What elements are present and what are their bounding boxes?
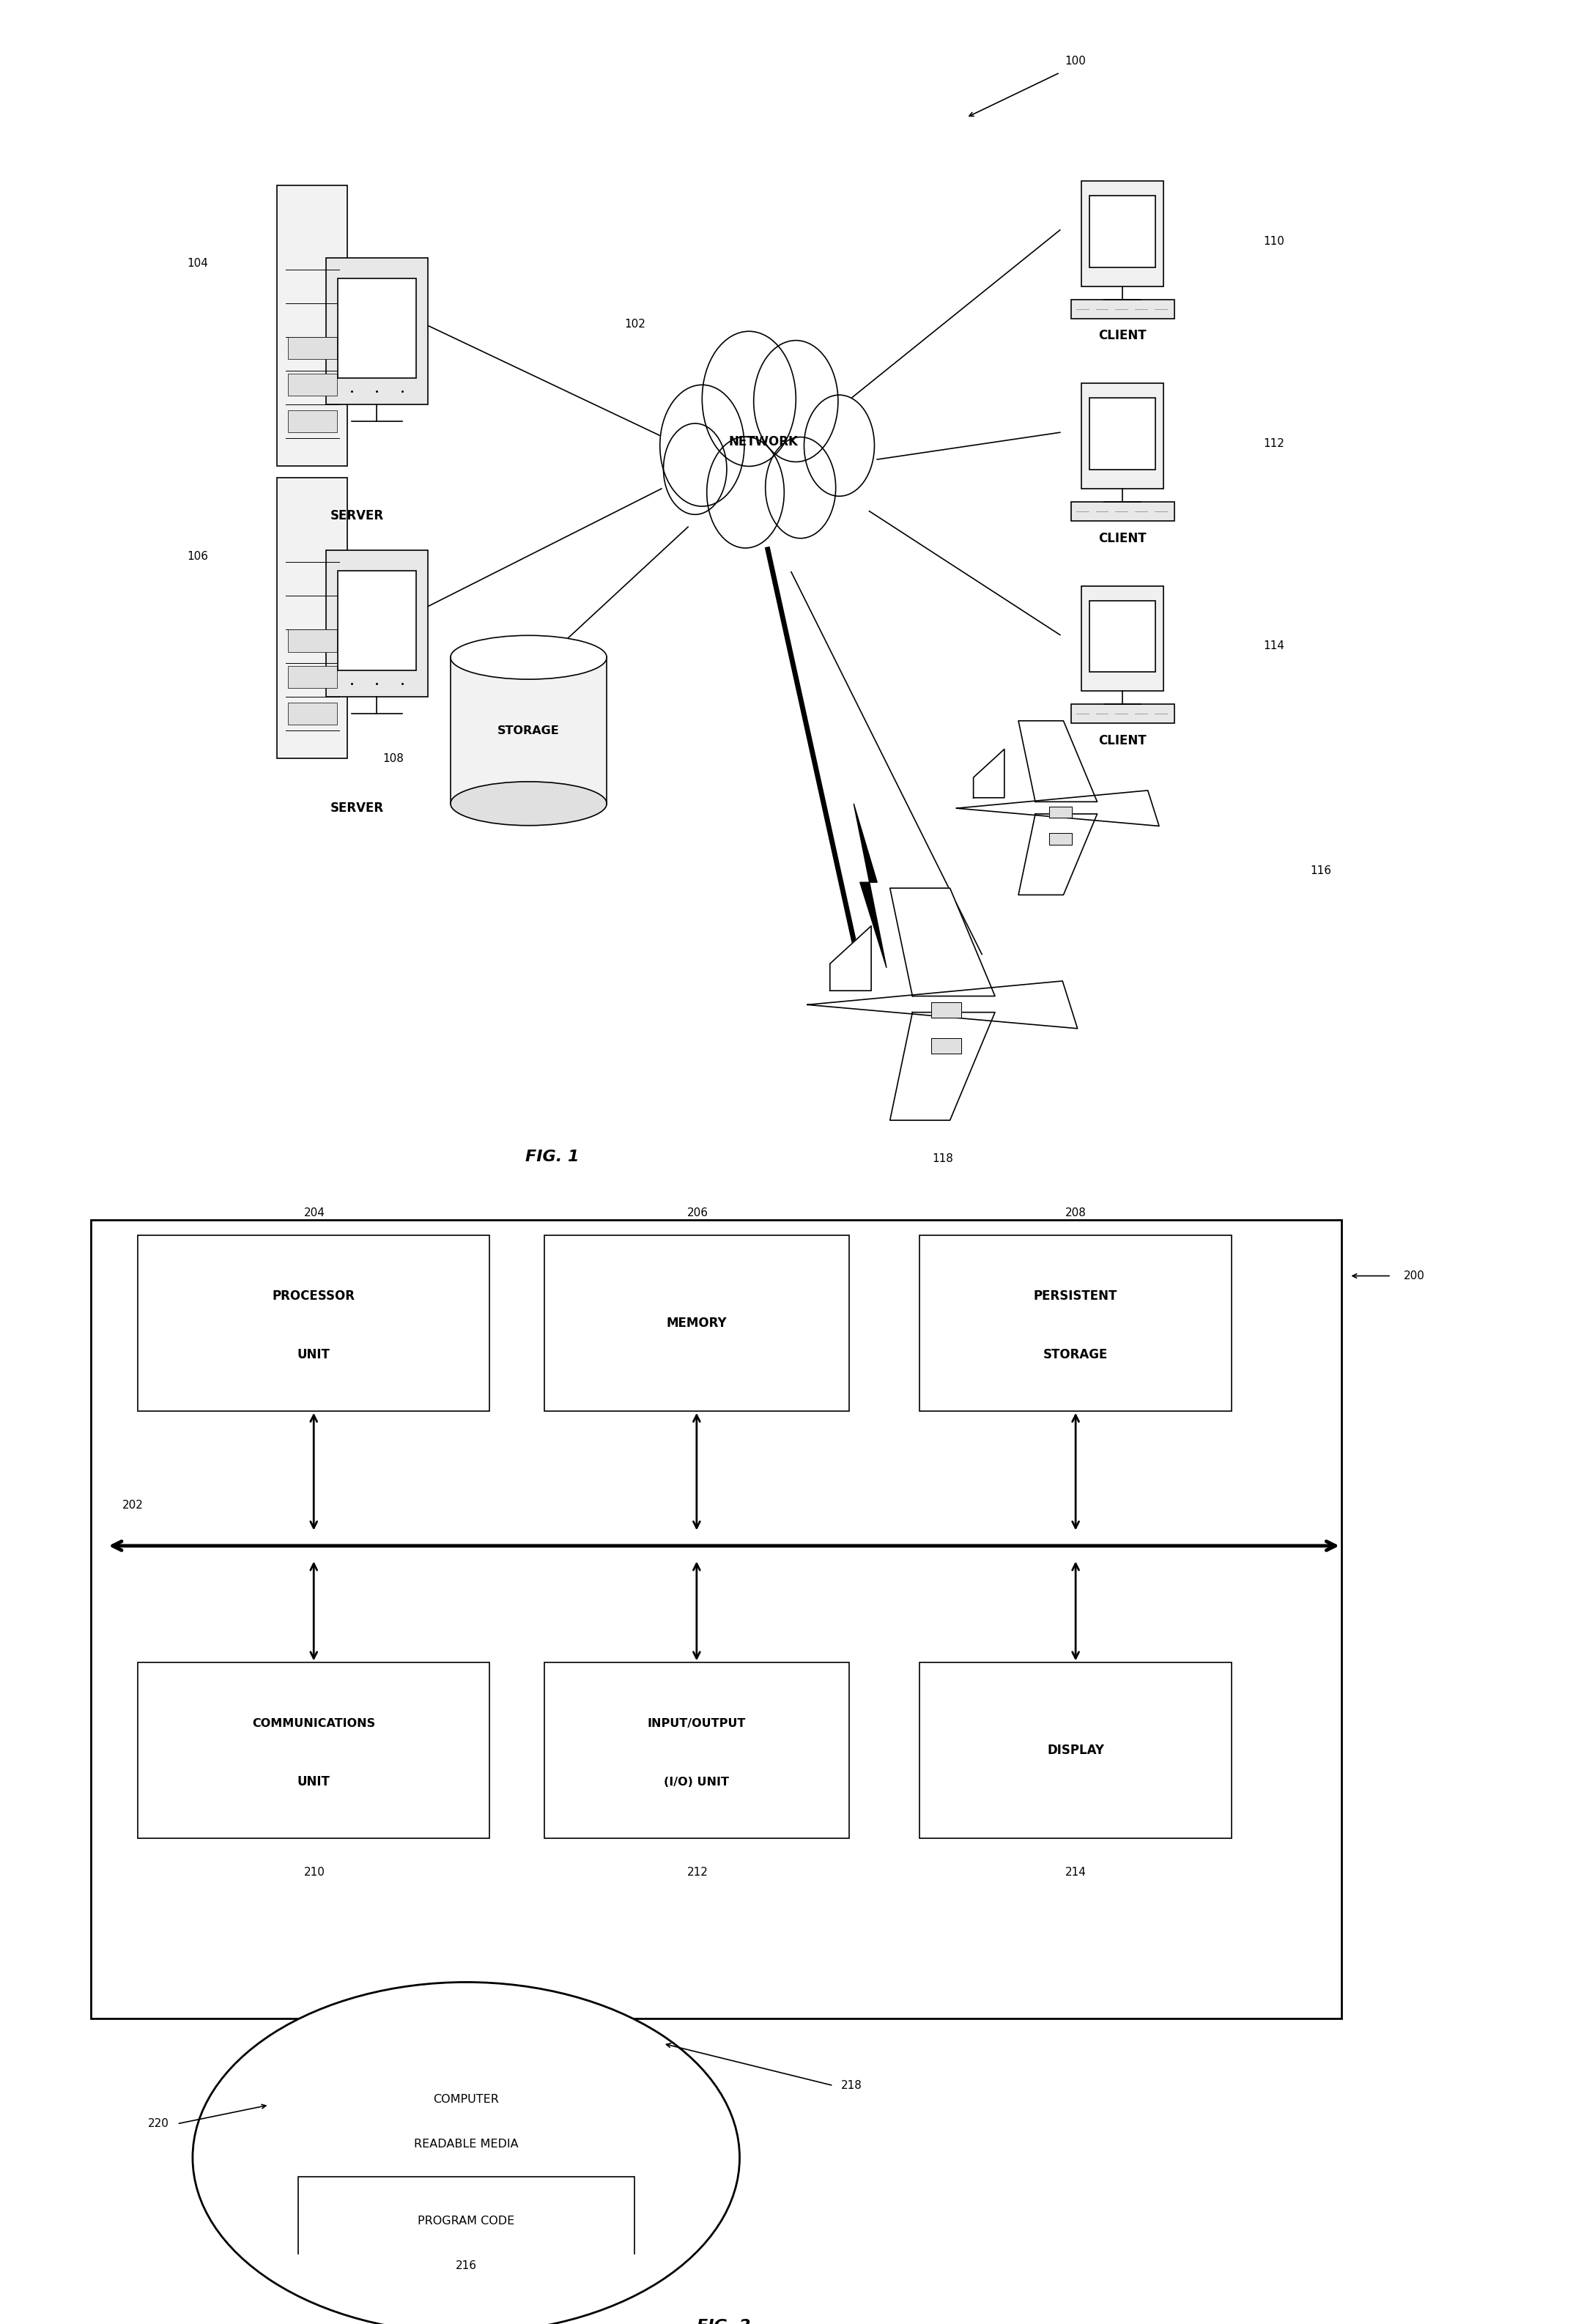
Text: 102: 102 [624,318,647,330]
Text: (I/O) UNIT: (I/O) UNIT [664,1776,730,1787]
Text: 200: 200 [1403,1271,1425,1281]
Text: SERVER: SERVER [330,509,384,523]
FancyBboxPatch shape [326,258,428,404]
Text: READABLE MEDIA: READABLE MEDIA [414,2138,519,2150]
Polygon shape [831,925,871,990]
Text: COMMUNICATIONS: COMMUNICATIONS [252,1717,376,1729]
Circle shape [766,437,835,539]
Polygon shape [931,1039,961,1053]
Polygon shape [890,1013,996,1120]
Ellipse shape [450,781,607,825]
FancyBboxPatch shape [1071,502,1173,521]
FancyBboxPatch shape [288,374,337,395]
Text: 110: 110 [1263,235,1284,246]
FancyBboxPatch shape [1071,300,1173,318]
Text: 104: 104 [187,258,208,270]
Polygon shape [1049,834,1071,844]
FancyBboxPatch shape [450,658,607,804]
FancyBboxPatch shape [288,409,337,432]
FancyBboxPatch shape [1082,181,1164,286]
Ellipse shape [450,634,607,679]
Text: CLIENT: CLIENT [1098,734,1147,748]
FancyBboxPatch shape [919,1662,1232,1838]
Text: 220: 220 [148,2119,170,2129]
Polygon shape [956,790,1159,825]
Ellipse shape [192,1982,739,2324]
Text: UNIT: UNIT [297,1776,330,1789]
FancyBboxPatch shape [337,572,417,669]
FancyBboxPatch shape [1082,586,1164,690]
FancyBboxPatch shape [337,279,417,379]
FancyBboxPatch shape [138,1662,489,1838]
FancyBboxPatch shape [138,1236,489,1411]
Polygon shape [890,888,996,997]
Text: 206: 206 [687,1208,708,1218]
Text: 114: 114 [1263,641,1284,651]
Text: 208: 208 [1065,1208,1087,1218]
Polygon shape [807,981,1078,1030]
Text: INPUT/OUTPUT: INPUT/OUTPUT [648,1717,746,1729]
Text: 212: 212 [687,1866,708,1878]
FancyBboxPatch shape [288,630,337,651]
Polygon shape [931,1002,961,1018]
Text: PERSISTENT: PERSISTENT [1033,1290,1117,1304]
FancyBboxPatch shape [277,186,348,467]
Text: 100: 100 [1065,56,1087,67]
Text: NETWORK: NETWORK [728,435,798,449]
FancyBboxPatch shape [326,551,428,697]
Text: CLIENT: CLIENT [1098,330,1147,342]
FancyBboxPatch shape [1090,600,1155,672]
Text: 216: 216 [456,2259,477,2271]
Circle shape [664,423,727,514]
FancyBboxPatch shape [544,1236,849,1411]
Text: MEMORY: MEMORY [667,1315,727,1329]
Text: DISPLAY: DISPLAY [1048,1743,1104,1757]
Polygon shape [1049,806,1071,818]
Circle shape [804,395,875,497]
Text: 112: 112 [1263,439,1284,449]
FancyBboxPatch shape [1090,397,1155,469]
Text: 202: 202 [123,1499,143,1511]
Polygon shape [854,804,887,967]
Polygon shape [1018,720,1098,802]
Polygon shape [1018,813,1098,895]
FancyBboxPatch shape [1090,195,1155,267]
FancyBboxPatch shape [1071,704,1173,723]
FancyBboxPatch shape [288,665,337,688]
Text: 214: 214 [1065,1866,1087,1878]
Circle shape [702,332,796,467]
Text: CLIENT: CLIENT [1098,532,1147,544]
Text: UNIT: UNIT [297,1348,330,1362]
Text: 116: 116 [1310,865,1331,876]
Text: FIG. 2: FIG. 2 [697,2319,750,2324]
Text: 106: 106 [187,551,208,562]
Text: PROGRAM CODE: PROGRAM CODE [418,2215,514,2226]
FancyBboxPatch shape [288,337,337,360]
Text: STORAGE: STORAGE [1043,1348,1107,1362]
Text: 204: 204 [304,1208,326,1218]
FancyBboxPatch shape [1082,383,1164,488]
Text: FIG. 1: FIG. 1 [525,1150,579,1164]
FancyBboxPatch shape [277,476,348,758]
Text: SERVER: SERVER [330,802,384,816]
Text: PROCESSOR: PROCESSOR [272,1290,355,1304]
Text: 118: 118 [933,1153,953,1164]
Text: 218: 218 [842,2080,862,2092]
Circle shape [706,437,785,548]
FancyBboxPatch shape [91,1220,1342,2017]
Circle shape [661,386,744,507]
FancyBboxPatch shape [544,1662,849,1838]
FancyBboxPatch shape [288,702,337,725]
Text: STORAGE: STORAGE [497,725,560,737]
FancyBboxPatch shape [299,2175,634,2266]
Text: COMPUTER: COMPUTER [433,2094,499,2106]
Circle shape [753,339,838,462]
Text: 210: 210 [304,1866,326,1878]
Text: 108: 108 [382,753,404,765]
Polygon shape [974,748,1004,797]
FancyBboxPatch shape [919,1236,1232,1411]
